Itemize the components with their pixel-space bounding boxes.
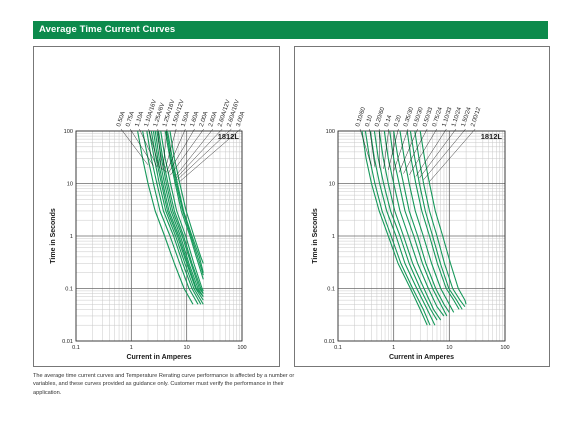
- leader-line: [393, 128, 409, 172]
- y-tick-label: 100: [326, 129, 335, 135]
- series-label: 0.10: [365, 114, 375, 128]
- leader-line: [170, 128, 204, 176]
- leader-line: [162, 128, 168, 170]
- leader-line: [167, 128, 195, 174]
- series-label: 0.75A: [125, 111, 136, 128]
- leader-line: [177, 128, 232, 180]
- y-tick-label: 10: [329, 182, 335, 188]
- plot-frame: [337, 130, 506, 342]
- leader-line: [408, 128, 437, 176]
- series-label: 1.10A: [135, 111, 146, 128]
- chart-title: 1812L: [218, 132, 240, 141]
- series-group: [361, 130, 467, 326]
- chart-panel-left: 0.1 1 10 100 0.01 0.1 1 10 100 Current in Amperes…: [33, 46, 280, 367]
- leader-line: [179, 128, 241, 182]
- leader-line: [164, 128, 177, 172]
- series-line: [369, 130, 436, 326]
- x-tick-label: 10: [184, 345, 190, 351]
- series-line: [165, 130, 204, 276]
- series-line: [383, 130, 445, 317]
- x-tick-label: 100: [237, 345, 246, 351]
- leader-line: [120, 128, 149, 166]
- series-line: [150, 130, 204, 301]
- y-tick-label: 100: [64, 129, 73, 135]
- leader-line: [176, 128, 223, 179]
- series-label: 0.50A: [116, 111, 127, 128]
- rating-labels: 0.50A0.75A1.10A1.10A/16V1.25A/6V1.25A/16…: [116, 99, 247, 182]
- x-tick-label: 100: [500, 345, 509, 351]
- x-tick-label: 10: [446, 345, 452, 351]
- leader-line: [157, 128, 162, 169]
- leader-line: [423, 128, 466, 180]
- series-line: [156, 130, 204, 294]
- series-line: [393, 130, 450, 313]
- header-bar: Average Time Current Curves: [33, 21, 548, 39]
- series-line: [409, 130, 463, 310]
- chart-panel-right: 0.1 1 10 100 0.01 0.1 1 10 100 Current in Amperes…: [294, 46, 550, 367]
- series-group: [137, 130, 204, 305]
- series-line: [378, 130, 442, 321]
- series-line: [137, 130, 194, 305]
- y-axis-title: Time in Seconds: [50, 208, 57, 264]
- series-label: 0.14: [384, 114, 394, 128]
- chart-title: 1812L: [481, 132, 503, 141]
- leader-line: [359, 128, 372, 166]
- leader-line: [419, 128, 457, 179]
- series-line: [169, 130, 204, 264]
- series-label: 1.60A: [190, 111, 201, 128]
- leader-line: [139, 128, 158, 167]
- series-label: 2.60A: [208, 111, 219, 128]
- leader-line: [415, 128, 447, 177]
- x-axis-title: Current in Amperes: [389, 354, 454, 361]
- footnote: The average time current curves and Temp…: [33, 373, 295, 396]
- x-tick-label: 0.1: [334, 345, 342, 351]
- series-line: [164, 130, 204, 280]
- series-line: [373, 130, 438, 321]
- series-label: 3.00A: [236, 111, 247, 128]
- series-label: 2.00A: [199, 111, 210, 128]
- series-line: [152, 130, 204, 297]
- rating-labels: 0.10/600.10 0.20/600.14 0.20 0.35/300.50/30…: [355, 106, 482, 182]
- y-axis-title: Time in Seconds: [312, 208, 319, 264]
- leader-line: [383, 128, 390, 169]
- grid: [337, 130, 506, 342]
- series-line: [142, 130, 199, 305]
- series-line: [146, 130, 202, 305]
- series-line: [399, 130, 455, 313]
- series-line: [160, 130, 204, 292]
- x-tick-label: 1: [392, 345, 395, 351]
- series-line: [389, 130, 448, 317]
- x-tick-label: 0.1: [72, 345, 80, 351]
- series-line: [361, 130, 428, 326]
- series-line: [419, 130, 467, 305]
- y-tick-label: 0.1: [327, 287, 335, 293]
- y-tick-label: 0.1: [65, 287, 73, 293]
- y-tick-label: 1: [332, 234, 335, 240]
- x-axis-title: Current in Amperes: [126, 354, 191, 361]
- leader-line: [148, 128, 160, 168]
- y-tick-label: 10: [67, 182, 73, 188]
- y-tick-label: 0.01: [324, 339, 335, 345]
- leader-line: [130, 128, 154, 166]
- leader-line: [175, 128, 214, 177]
- leader-line: [388, 128, 399, 171]
- header-title: Average Time Current Curves: [39, 24, 176, 35]
- series-line: [406, 130, 460, 310]
- y-tick-label: 0.01: [62, 339, 73, 345]
- series-line: [414, 130, 466, 308]
- leader-line: [403, 128, 428, 174]
- leader-line: [369, 128, 376, 167]
- series-line: [154, 130, 204, 297]
- leader-line: [166, 128, 186, 173]
- y-tick-label: 1: [70, 234, 73, 240]
- x-tick-label: 1: [130, 345, 133, 351]
- leader-line: [398, 128, 418, 173]
- series-line: [364, 130, 431, 326]
- leader-line: [429, 128, 476, 182]
- series-label: 0.20: [394, 114, 404, 128]
- series-label: 1.50A: [181, 111, 192, 128]
